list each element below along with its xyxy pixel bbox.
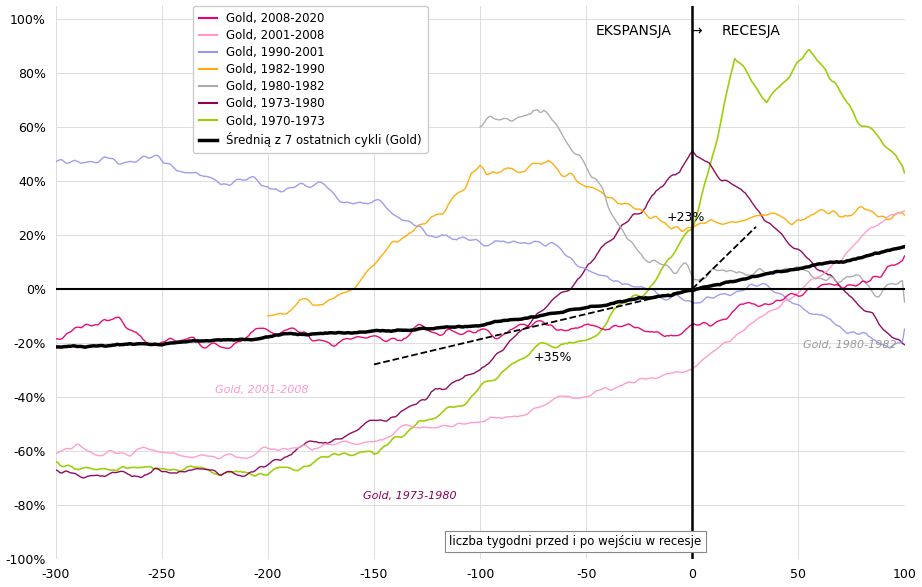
Text: EKSPANSJA: EKSPANSJA — [596, 24, 671, 38]
Legend: Gold, 2008-2020, Gold, 2001-2008, Gold, 1990-2001, Gold, 1982-1990, Gold, 1980-1: Gold, 2008-2020, Gold, 2001-2008, Gold, … — [193, 6, 428, 153]
Text: liczba tygodni przed i po wejściu w recesje: liczba tygodni przed i po wejściu w rece… — [449, 535, 702, 548]
Text: RECESJA: RECESJA — [722, 24, 781, 38]
Text: +23%: +23% — [667, 211, 705, 224]
Text: Gold, 1973-1980: Gold, 1973-1980 — [363, 491, 457, 501]
Text: +35%: +35% — [533, 351, 572, 364]
Text: Gold, 1980-1982: Gold, 1980-1982 — [803, 340, 896, 350]
Text: Gold, 2001-2008: Gold, 2001-2008 — [215, 384, 309, 395]
Text: →: → — [691, 24, 703, 38]
